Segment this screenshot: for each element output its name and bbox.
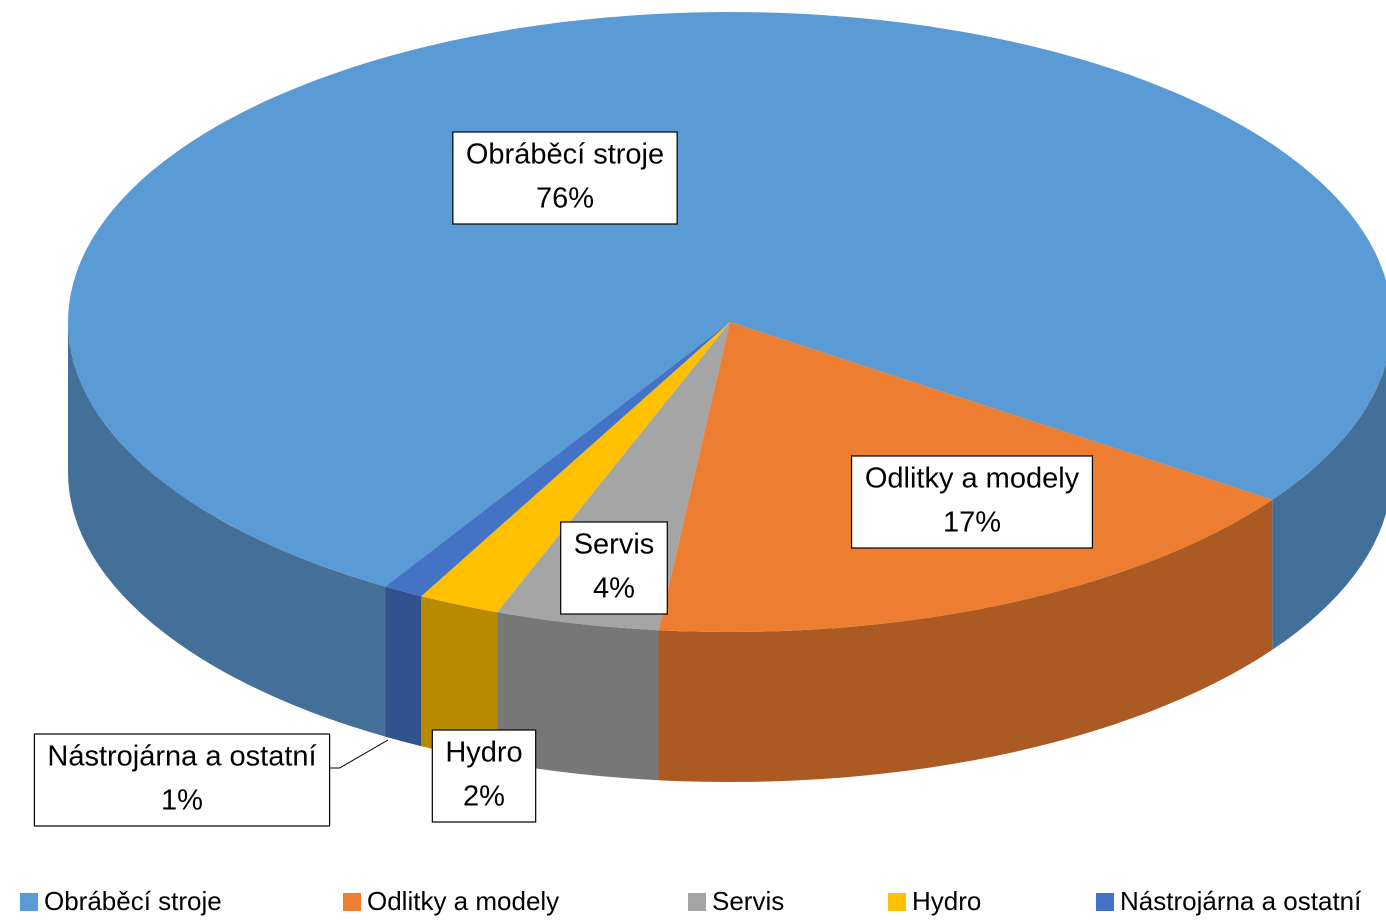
data-label-box bbox=[431, 729, 537, 823]
data-label-box bbox=[33, 733, 331, 827]
legend-swatch bbox=[1096, 893, 1114, 911]
legend-label: Odlitky a modely bbox=[367, 886, 559, 916]
pie-sides bbox=[68, 322, 1386, 782]
data-label-name: Obráběcí stroje bbox=[466, 139, 664, 171]
data-label-value: 76% bbox=[536, 183, 594, 215]
legend-swatch bbox=[688, 893, 706, 911]
data-label-box bbox=[560, 521, 668, 615]
slice-side bbox=[385, 586, 422, 747]
slice-side bbox=[497, 612, 659, 781]
data-label-box bbox=[452, 131, 678, 225]
data-label-name: Hydro bbox=[445, 737, 522, 769]
slice bbox=[385, 322, 730, 597]
legend-label: Nástrojárna a ostatní bbox=[1120, 886, 1362, 916]
legend-swatch bbox=[20, 893, 38, 911]
data-label-name: Servis bbox=[574, 529, 655, 561]
slice bbox=[497, 322, 730, 631]
data-label-name: Odlitky a modely bbox=[865, 463, 1080, 495]
legend-label: Obráběcí stroje bbox=[44, 886, 222, 916]
data-label-value: 1% bbox=[161, 785, 203, 817]
slice bbox=[421, 322, 730, 613]
legend-swatch bbox=[343, 893, 361, 911]
slice-side bbox=[68, 322, 386, 737]
legend: Obráběcí stroje Odlitky a modely Servis Hyd… bbox=[20, 886, 1362, 916]
legend-label: Servis bbox=[712, 886, 784, 916]
pie-tops bbox=[68, 12, 1386, 632]
data-labels: Obráběcí stroje 76% Odlitky a modely 17% Ser… bbox=[33, 131, 1094, 827]
slice-side bbox=[658, 499, 1273, 782]
leader-line bbox=[329, 739, 389, 769]
data-label-value: 2% bbox=[463, 781, 505, 813]
slice bbox=[68, 12, 1386, 587]
data-label-value: 17% bbox=[943, 507, 1001, 539]
data-label-value: 4% bbox=[593, 573, 635, 605]
data-label-name: Nástrojárna a ostatní bbox=[47, 741, 316, 773]
legend-label: Hydro bbox=[912, 886, 981, 916]
slice-side bbox=[421, 596, 498, 763]
legend-swatch bbox=[888, 893, 906, 911]
data-label-box bbox=[850, 455, 1094, 549]
slice-side bbox=[1272, 363, 1386, 650]
